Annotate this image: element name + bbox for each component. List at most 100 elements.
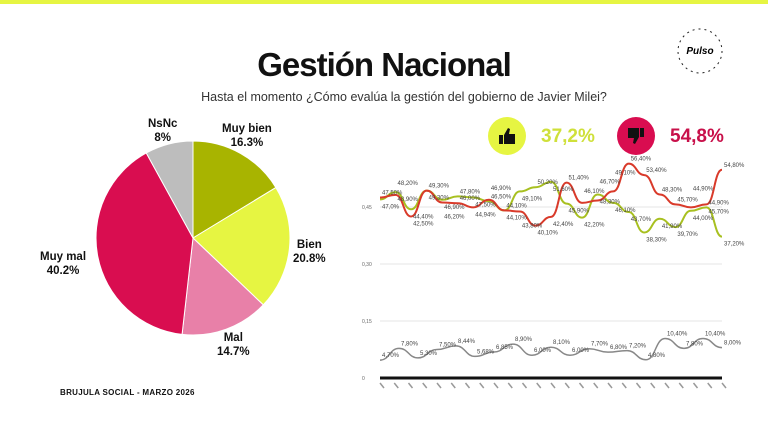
page-subtitle: Hasta el momento ¿Cómo evalúa la gestión… (201, 90, 607, 104)
thumbs-up-icon (499, 128, 515, 144)
x-tick-mark (479, 382, 485, 389)
data-label: 40,10% (537, 231, 558, 237)
brujula-social-logo: Pulso (677, 28, 723, 74)
data-label: 4,80% (648, 353, 666, 359)
x-tick-mark (550, 382, 556, 389)
data-label: 10,40% (705, 331, 726, 337)
approve-value: 37,2% (541, 126, 595, 147)
data-label: 5,30% (420, 351, 438, 357)
pie-slice-muy-bien (192, 140, 277, 239)
data-label: 44,90% (708, 200, 729, 206)
x-tick-mark (407, 382, 414, 389)
data-label: 50,20% (537, 180, 558, 186)
pie-chart (95, 140, 291, 336)
top-accent-bar (0, 0, 768, 4)
disapprove-value: 54,8% (670, 126, 724, 147)
data-label: 44,00% (693, 216, 714, 222)
data-label: 6,00% (572, 348, 590, 354)
series-line-1 (379, 162, 723, 227)
data-label: 6,85% (496, 345, 514, 351)
data-label: 49,30% (429, 184, 450, 190)
x-tick-mark (521, 382, 528, 389)
x-tick-mark (578, 382, 585, 389)
data-label: 53,40% (646, 168, 667, 174)
x-tick-mark (536, 382, 542, 389)
data-label: 44,10% (506, 203, 527, 209)
data-label: 39,70% (677, 232, 698, 238)
series-line-0 (379, 180, 723, 238)
data-label: 8,00% (724, 341, 742, 347)
thumbs-down-icon (628, 128, 644, 144)
data-label: 47,50% (382, 191, 403, 197)
data-label: 45,70% (677, 197, 698, 203)
x-tick-mark (422, 382, 428, 389)
data-label: 43,70% (631, 217, 652, 223)
x-tick-mark (379, 382, 385, 389)
data-label: 37,20% (724, 242, 745, 248)
data-label: 7,70% (591, 342, 609, 348)
data-label: 42,40% (553, 222, 574, 228)
approve-badge (488, 117, 526, 155)
data-label: 8,10% (553, 340, 571, 346)
x-tick-mark (507, 382, 513, 389)
data-label: 49,30% (429, 196, 450, 202)
data-label: 46,10% (615, 208, 636, 214)
data-label: 46,20% (444, 214, 465, 220)
data-label: 49,10% (522, 196, 543, 202)
footer-source: BRUJULA SOCIAL - MARZO 2026 (60, 388, 195, 397)
pie-label-muy-bien: Muy bien 16.3% (222, 123, 272, 149)
data-label: 46,90% (444, 205, 465, 211)
x-tick-mark (436, 382, 442, 389)
x-tick-mark (678, 382, 684, 389)
data-label: 48,20% (398, 181, 419, 187)
x-tick-mark (493, 382, 499, 389)
svg-text:Pulso: Pulso (686, 46, 713, 57)
data-label: 8,44% (458, 339, 476, 345)
data-label: 47,50% (475, 203, 496, 209)
data-label: 6,00% (534, 348, 552, 354)
data-label: 49,10% (615, 170, 636, 176)
data-label: 7,80% (686, 341, 704, 347)
x-tick-mark (564, 382, 570, 389)
line-chart: 0,45 0,30 0,15 0 47,0%48,90% 44,40% 49,30% 46,9… (362, 157, 745, 389)
data-label: 47,80% (460, 189, 481, 195)
page-title: Gestión Nacional (257, 46, 512, 83)
x-tick-mark (621, 382, 627, 389)
data-label: 42,50% (413, 222, 434, 228)
data-label: 7,80% (401, 341, 419, 347)
data-label: 46,00% (460, 196, 481, 202)
x-tick-mark (707, 382, 713, 389)
data-label: 45,90% (569, 209, 590, 215)
data-label: 48,30% (600, 199, 621, 205)
data-label: 10,40% (667, 331, 688, 337)
data-label: 38,30% (646, 237, 667, 243)
data-label: 44,90% (693, 186, 714, 192)
data-label: 45,70% (708, 209, 729, 215)
pie-slice-muy-mal (95, 152, 194, 335)
disapprove-badge (617, 117, 655, 155)
data-label: 7,20% (629, 344, 647, 350)
data-label: 48,30% (662, 187, 683, 193)
data-label: 6,80% (610, 345, 628, 351)
data-label: 48,90% (398, 197, 419, 203)
data-label: 41,90% (662, 224, 683, 230)
x-tick-mark (450, 382, 456, 389)
pie-label-muy-mal: Muy mal 40.2% (40, 251, 87, 277)
data-label: 51,40% (569, 176, 590, 182)
pie-label-bien: Bien 20.8% (293, 239, 326, 265)
y-tick-label: 0,15 (362, 319, 372, 325)
x-tick-mark (464, 382, 471, 389)
x-tick-mark (635, 382, 642, 389)
data-label: 46,90% (491, 186, 512, 192)
data-label: 44,10% (506, 215, 527, 221)
data-label: 44,40% (413, 214, 434, 220)
data-label: 46,50% (491, 194, 512, 200)
x-tick-mark (607, 382, 613, 389)
pie-slice-mal (181, 236, 264, 336)
pie-slice-bien (192, 186, 291, 306)
data-label: 54,80% (724, 163, 745, 169)
x-tick-mark (721, 382, 727, 389)
data-label: 56,40% (631, 157, 652, 163)
data-label: 43,80% (522, 224, 543, 230)
data-label: 46,70% (600, 180, 621, 186)
